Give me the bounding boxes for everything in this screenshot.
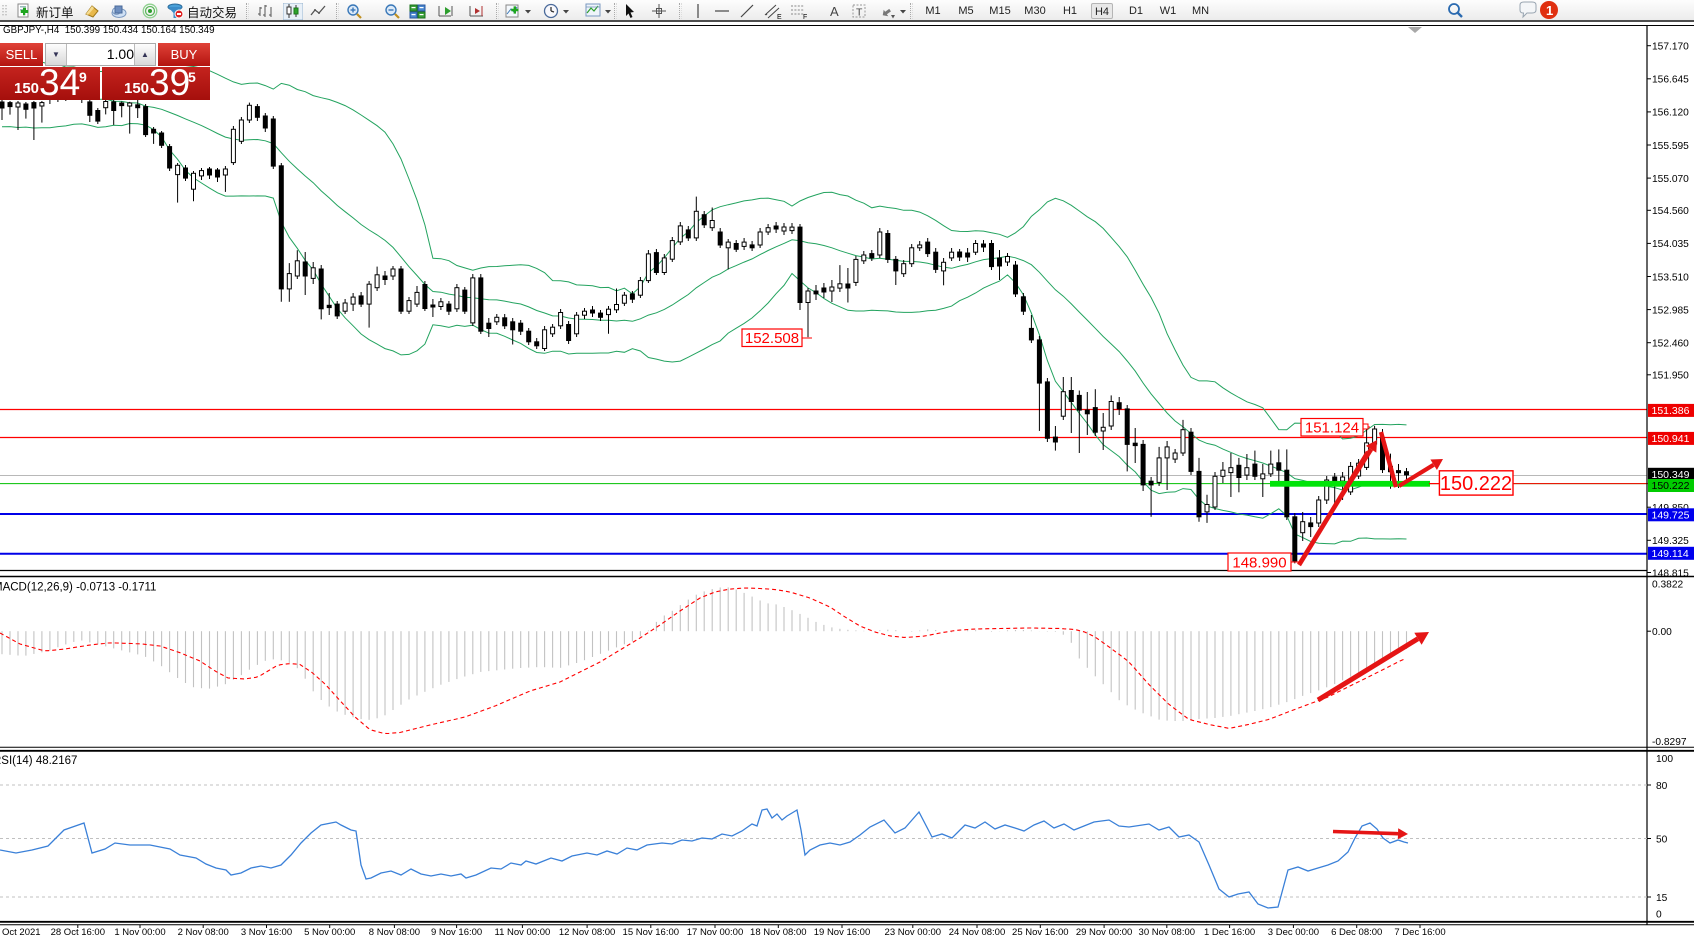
svg-text:23 Nov 00:00: 23 Nov 00:00 — [885, 927, 942, 938]
svg-text:155.595: 155.595 — [1652, 141, 1689, 152]
svg-text:148.815: 148.815 — [1652, 568, 1689, 579]
svg-text:156.645: 156.645 — [1652, 75, 1689, 86]
svg-text:1 Dec 16:00: 1 Dec 16:00 — [1204, 927, 1255, 938]
svg-text:1: 1 — [1546, 3, 1553, 18]
svg-text:RSI(14) 48.2167: RSI(14) 48.2167 — [0, 755, 77, 767]
svg-text:153.510: 153.510 — [1652, 272, 1689, 283]
svg-text:15 Nov 16:00: 15 Nov 16:00 — [623, 927, 680, 938]
svg-text:150.222: 150.222 — [1652, 480, 1690, 492]
svg-text:155.070: 155.070 — [1652, 174, 1689, 185]
svg-text:9 Nov 16:00: 9 Nov 16:00 — [431, 927, 482, 938]
svg-text:157.170: 157.170 — [1652, 42, 1689, 53]
svg-text:2 Nov 08:00: 2 Nov 08:00 — [178, 927, 229, 938]
svg-text:18 Nov 08:00: 18 Nov 08:00 — [750, 927, 807, 938]
svg-text:100: 100 — [1656, 754, 1673, 765]
svg-text:148.990: 148.990 — [1232, 554, 1286, 571]
svg-text:156.120: 156.120 — [1652, 108, 1689, 119]
svg-text:E: E — [777, 14, 782, 20]
svg-text:11 Nov 00:00: 11 Nov 00:00 — [494, 927, 550, 938]
svg-text:15: 15 — [1656, 893, 1668, 904]
svg-text:149.325: 149.325 — [1652, 536, 1689, 547]
svg-text:MACD(12,26,9) -0.0713 -0.1711: MACD(12,26,9) -0.0713 -0.1711 — [0, 582, 156, 594]
svg-text:3 Nov 16:00: 3 Nov 16:00 — [241, 927, 292, 938]
svg-text:F: F — [803, 14, 807, 20]
svg-text:28 Oct 16:00: 28 Oct 16:00 — [51, 927, 105, 938]
svg-text:T: T — [856, 6, 863, 18]
svg-text:7 Dec 16:00: 7 Dec 16:00 — [1394, 927, 1445, 938]
svg-text:A: A — [830, 4, 839, 19]
svg-text:30 Nov 08:00: 30 Nov 08:00 — [1139, 927, 1196, 938]
svg-text:149.725: 149.725 — [1652, 510, 1690, 522]
svg-text:151.386: 151.386 — [1652, 405, 1690, 417]
svg-text:24 Nov 08:00: 24 Nov 08:00 — [949, 927, 1006, 938]
svg-text:150.941: 150.941 — [1652, 433, 1690, 445]
svg-text:150.349: 150.349 — [1652, 469, 1690, 481]
svg-text:19 Nov 16:00: 19 Nov 16:00 — [814, 927, 871, 938]
svg-text:8 Nov 08:00: 8 Nov 08:00 — [369, 927, 420, 938]
svg-text:0: 0 — [1656, 910, 1662, 921]
svg-text:Oct 2021: Oct 2021 — [2, 927, 41, 938]
svg-text:3 Dec 00:00: 3 Dec 00:00 — [1268, 927, 1319, 938]
svg-text:12 Nov 08:00: 12 Nov 08:00 — [559, 927, 616, 938]
svg-text:50: 50 — [1656, 835, 1668, 846]
svg-text:150.222: 150.222 — [1440, 473, 1512, 495]
svg-text:17 Nov 00:00: 17 Nov 00:00 — [687, 927, 744, 938]
svg-text:25 Nov 16:00: 25 Nov 16:00 — [1012, 927, 1069, 938]
svg-text:0.00: 0.00 — [1652, 627, 1672, 638]
svg-text:152.985: 152.985 — [1652, 305, 1689, 316]
svg-text:-0.8297: -0.8297 — [1652, 737, 1687, 748]
svg-text:154.560: 154.560 — [1652, 206, 1689, 217]
svg-text:151.950: 151.950 — [1652, 371, 1689, 382]
svg-text:152.460: 152.460 — [1652, 339, 1689, 350]
svg-text:29 Nov 00:00: 29 Nov 00:00 — [1076, 927, 1133, 938]
svg-text:1 Nov 00:00: 1 Nov 00:00 — [114, 927, 165, 938]
svg-text:151.124: 151.124 — [1305, 420, 1359, 437]
svg-text:6 Dec 08:00: 6 Dec 08:00 — [1331, 927, 1382, 938]
svg-text:154.035: 154.035 — [1652, 239, 1689, 250]
svg-text:5 Nov 00:00: 5 Nov 00:00 — [304, 927, 355, 938]
svg-text:0.3822: 0.3822 — [1652, 580, 1683, 591]
svg-text:152.508: 152.508 — [745, 330, 799, 347]
svg-text:149.114: 149.114 — [1652, 548, 1689, 560]
svg-text:80: 80 — [1656, 781, 1668, 792]
